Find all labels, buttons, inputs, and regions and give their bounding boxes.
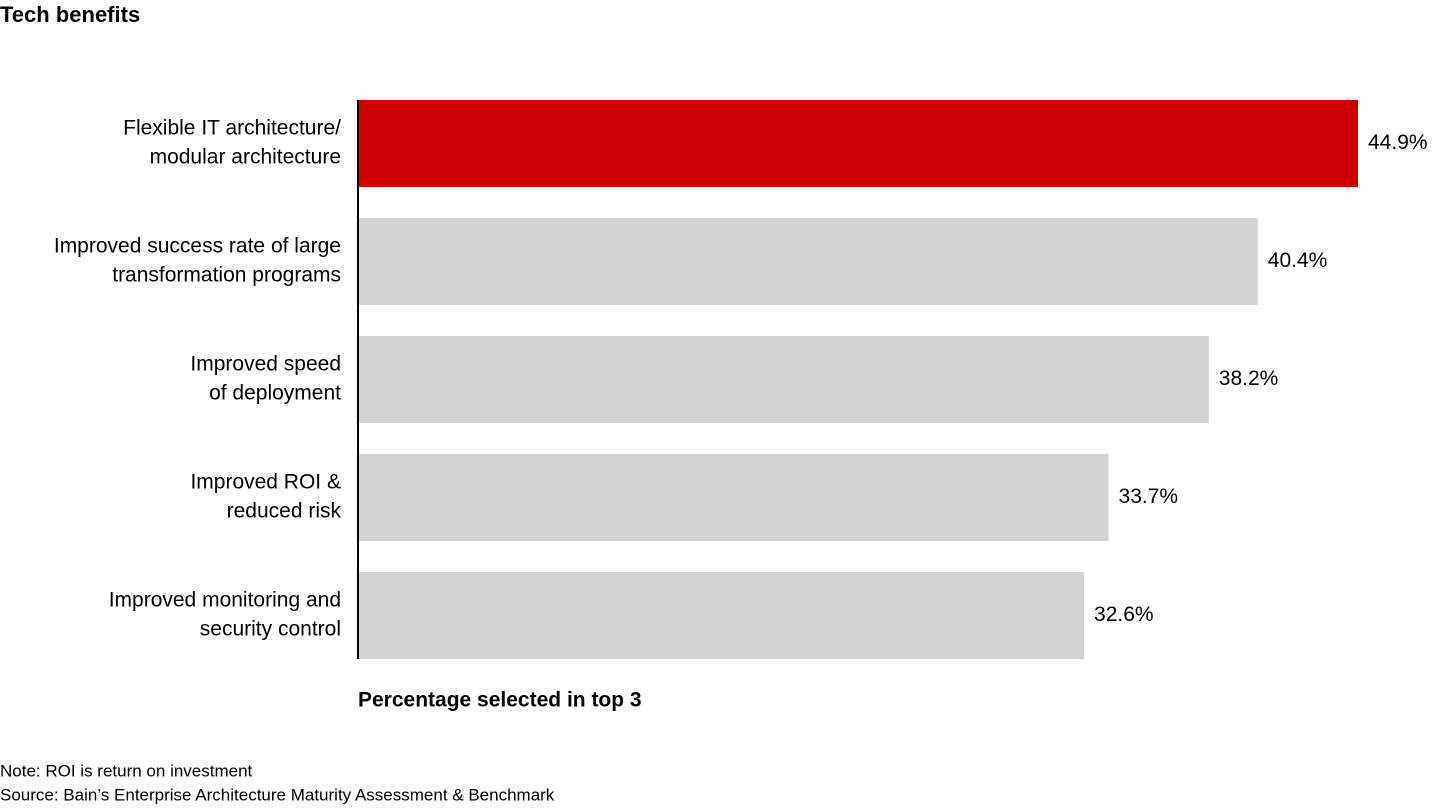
y-tick-label: modular architecture [150, 146, 341, 169]
bar [358, 336, 1209, 423]
note: Note: ROI is return on investment [0, 761, 253, 780]
y-tick-label: Flexible IT architecture/ [123, 117, 341, 140]
bar [358, 218, 1258, 305]
value-label: 38.2% [1219, 367, 1279, 390]
y-tick-label: Improved speed [190, 353, 341, 376]
bar [358, 454, 1109, 541]
y-tick-label: of deployment [209, 382, 341, 405]
y-tick-label: Improved monitoring and [109, 589, 341, 612]
bar [358, 100, 1358, 187]
y-tick-label: Improved ROI & [190, 471, 341, 494]
bar [358, 572, 1085, 659]
value-label: 40.4% [1268, 249, 1328, 272]
y-tick-label: reduced risk [227, 500, 342, 523]
y-tick-label: security control [200, 618, 341, 641]
chart-title: Tech benefits [0, 2, 140, 27]
value-label: 33.7% [1119, 485, 1179, 508]
source: Source: Bain’s Enterprise Architecture M… [0, 785, 555, 804]
y-tick-label: Improved success rate of large [54, 235, 341, 258]
value-label: 32.6% [1094, 603, 1154, 626]
y-tick-label: transformation programs [112, 264, 341, 287]
x-axis-label: Percentage selected in top 3 [358, 689, 642, 712]
value-label: 44.9% [1368, 131, 1428, 154]
